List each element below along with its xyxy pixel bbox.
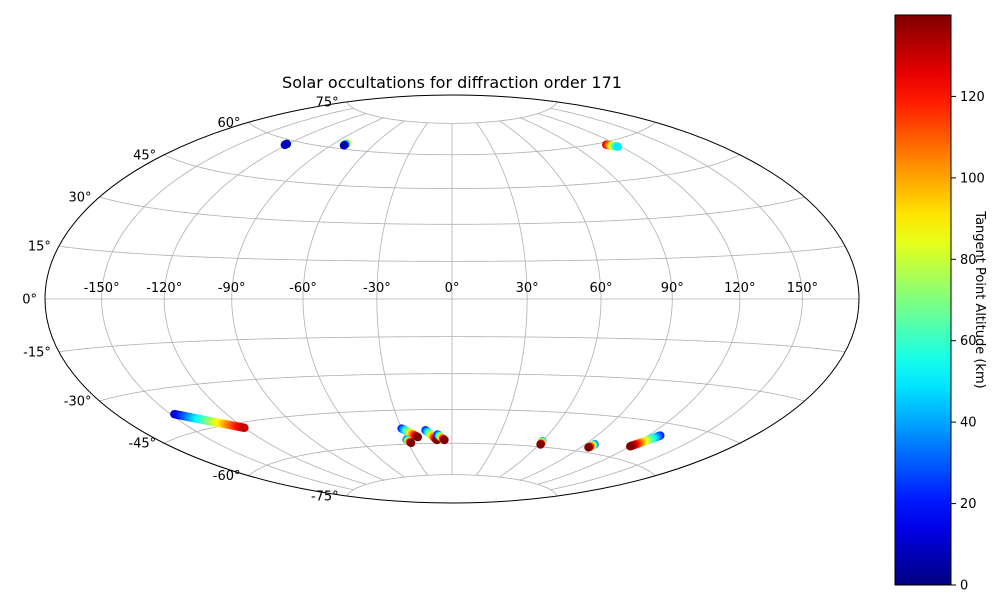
longitude-tick-label: 0° bbox=[445, 281, 460, 296]
occultation-track bbox=[397, 424, 423, 442]
latitude-tick-label: 0° bbox=[22, 293, 37, 308]
latitude-tick-label: 45° bbox=[133, 148, 156, 163]
latitude-tick-labels: 75° 60° 45° 30° 15° 0° -15° -30° -45° -60° -75° bbox=[22, 96, 338, 505]
occultation-track bbox=[280, 139, 292, 150]
occultation-track bbox=[626, 431, 665, 451]
colorbar-tick-label: 120 bbox=[960, 90, 985, 105]
colorbar-tick-label: 0 bbox=[960, 579, 968, 594]
parallel-line bbox=[346, 474, 558, 497]
latitude-tick-label: -30° bbox=[64, 395, 92, 410]
longitude-tick-label: -90° bbox=[218, 281, 246, 296]
data-point bbox=[406, 438, 416, 448]
longitude-tick-label: -30° bbox=[363, 281, 391, 296]
colorbar-label: Tangent Point Altitude (km) bbox=[972, 210, 987, 388]
scatter-points bbox=[170, 139, 665, 452]
parallel-line bbox=[99, 373, 805, 402]
data-point bbox=[240, 423, 249, 433]
colorbar-tick-label: 80 bbox=[960, 253, 977, 268]
data-point bbox=[339, 141, 349, 150]
map-outline bbox=[44, 94, 860, 504]
data-point bbox=[626, 442, 635, 451]
longitude-tick-label: 30° bbox=[516, 281, 539, 296]
longitude-tick-label: -60° bbox=[289, 281, 317, 296]
colorbar-tick-label: 20 bbox=[960, 497, 977, 512]
parallel-line bbox=[58, 245, 846, 262]
latitude-tick-label: 15° bbox=[28, 240, 51, 255]
colorbar-ticks: 0 20 40 60 80 100 120 bbox=[951, 90, 985, 594]
parallel-line bbox=[248, 122, 656, 156]
latitude-tick-label: -75° bbox=[311, 490, 339, 505]
longitude-tick-labels: -150° -120° -90° -60° -30° 0° 30° 60° 90° 120° 150… bbox=[84, 281, 818, 296]
parallel-line bbox=[99, 196, 805, 225]
parallel-line bbox=[58, 336, 846, 353]
occultation-track bbox=[339, 139, 352, 150]
parallel-line bbox=[248, 442, 656, 476]
latitude-tick-label: -15° bbox=[23, 345, 51, 360]
data-point bbox=[280, 140, 290, 150]
chart-title: Solar occultations for diffraction order… bbox=[282, 73, 622, 92]
longitude-tick-label: 60° bbox=[589, 281, 612, 296]
occultation-track bbox=[402, 435, 416, 448]
occultation-track bbox=[536, 436, 547, 449]
colorbar: 0 20 40 60 80 100 120 Tangent Point Altitude (… bbox=[894, 14, 987, 594]
parallel-line bbox=[164, 154, 740, 190]
occultation-track bbox=[433, 430, 449, 445]
latitude-tick-label: -60° bbox=[213, 469, 241, 484]
latitude-tick-label: 60° bbox=[217, 116, 240, 131]
data-point bbox=[584, 443, 593, 452]
latitude-tick-label: 30° bbox=[68, 191, 91, 206]
latitude-tick-label: 75° bbox=[316, 96, 339, 111]
longitude-tick-label: -150° bbox=[84, 281, 120, 296]
longitude-tick-label: 90° bbox=[661, 281, 684, 296]
colorbar-gradient bbox=[894, 14, 952, 586]
occultation-track bbox=[584, 440, 599, 452]
data-point bbox=[536, 440, 545, 449]
data-point bbox=[413, 432, 423, 442]
latitude-tick-label: -45° bbox=[128, 437, 156, 452]
longitude-tick-label: -120° bbox=[146, 281, 182, 296]
colorbar-tick-label: 40 bbox=[960, 416, 977, 431]
colorbar-tick-label: 60 bbox=[960, 334, 977, 349]
colorbar-tick-label: 100 bbox=[960, 171, 985, 186]
hammer-map: -150° -120° -90° -60° -30° 0° 30° 60° 90° 120° 150… bbox=[22, 94, 860, 505]
data-point bbox=[613, 142, 623, 151]
graticule-grid bbox=[45, 101, 859, 497]
occultation-track bbox=[602, 140, 623, 151]
data-point bbox=[440, 435, 449, 445]
longitude-tick-label: 120° bbox=[724, 281, 755, 296]
parallel-line bbox=[346, 101, 558, 124]
longitude-tick-label: 150° bbox=[787, 281, 818, 296]
occultation-track bbox=[170, 409, 249, 433]
